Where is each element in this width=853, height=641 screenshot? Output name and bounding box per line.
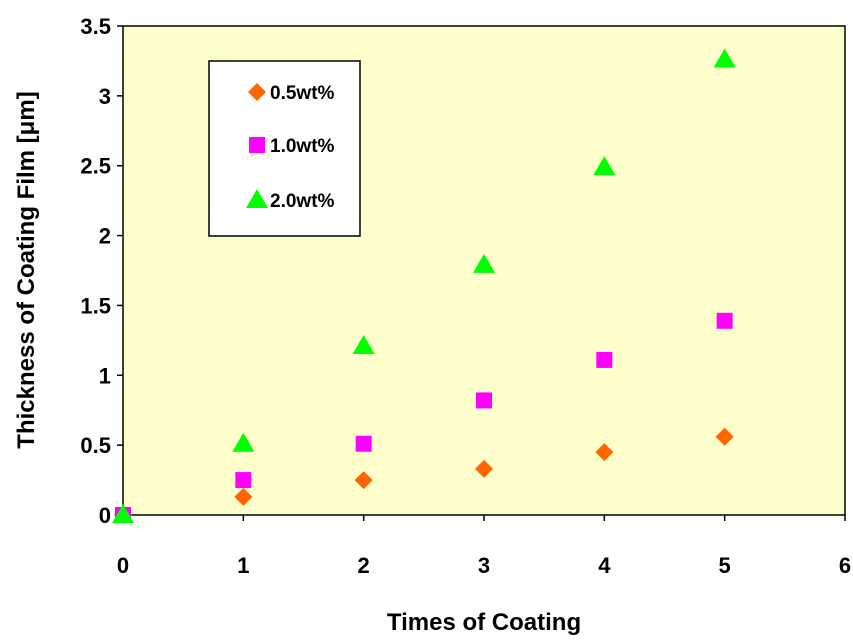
legend-items: 0.5wt% 1.0wt% 2.0wt% — [246, 83, 335, 212]
data-point-series-0-point-3 — [475, 459, 493, 478]
data-point-series-1-point-4 — [596, 351, 613, 368]
x-tick-label: 5 — [719, 553, 731, 578]
x-tick-label: 2 — [358, 553, 370, 578]
data-point-series-2-point-3 — [473, 253, 495, 273]
data-point-series-2-point-1 — [232, 432, 255, 452]
x-axis: 0 1 2 3 4 5 6 — [117, 515, 851, 578]
legend: 0.5wt% 1.0wt% 2.0wt% — [208, 60, 361, 237]
y-tick-label: 1.5 — [80, 293, 111, 318]
legend-label-0: 0.5wt% — [270, 83, 335, 104]
y-tick-label: 2.5 — [80, 154, 111, 179]
x-tick-label: 6 — [839, 553, 851, 578]
x-tick-label: 3 — [478, 553, 490, 578]
data-point-series-2-point-5 — [713, 48, 736, 68]
legend-marker-0 — [248, 83, 266, 101]
data-point-series-1-point-3 — [476, 392, 492, 409]
data-points — [112, 48, 736, 524]
data-point-series-1-point-5 — [716, 312, 733, 329]
data-point-series-1-point-1 — [235, 472, 252, 489]
x-axis-title: Times of Coating — [387, 609, 581, 636]
y-axis: 0 0.5 1 1.5 2 2.5 3 3.5 — [80, 14, 123, 528]
legend-marker-2 — [246, 189, 268, 208]
y-axis-title: Thickness of Coating Film [μm] — [13, 91, 40, 448]
x-tick-label: 0 — [117, 553, 129, 578]
y-tick-label: 3.5 — [80, 14, 111, 39]
data-point-series-2-point-0 — [112, 504, 134, 523]
y-tick-label: 0.5 — [80, 433, 111, 458]
data-point-series-1-point-2 — [355, 435, 372, 452]
y-tick-label: 3 — [99, 84, 111, 109]
y-tick-label: 2 — [99, 224, 111, 249]
data-point-series-2-point-2 — [352, 334, 375, 354]
x-tick-label: 1 — [237, 553, 249, 578]
legend-box — [208, 60, 361, 237]
x-tick-label: 4 — [598, 553, 611, 578]
data-point-series-0-point-4 — [595, 443, 614, 462]
data-point-series-0-point-1 — [234, 487, 253, 506]
data-point-series-0-point-2 — [354, 471, 373, 490]
legend-marker-1 — [249, 137, 265, 153]
legend-label-1: 1.0wt% — [270, 136, 335, 157]
data-point-series-2-point-4 — [593, 156, 616, 176]
y-tick-label: 0 — [99, 503, 111, 528]
y-tick-label: 1 — [99, 363, 111, 388]
legend-label-2: 2.0wt% — [270, 191, 335, 212]
data-point-series-0-point-5 — [715, 427, 734, 446]
